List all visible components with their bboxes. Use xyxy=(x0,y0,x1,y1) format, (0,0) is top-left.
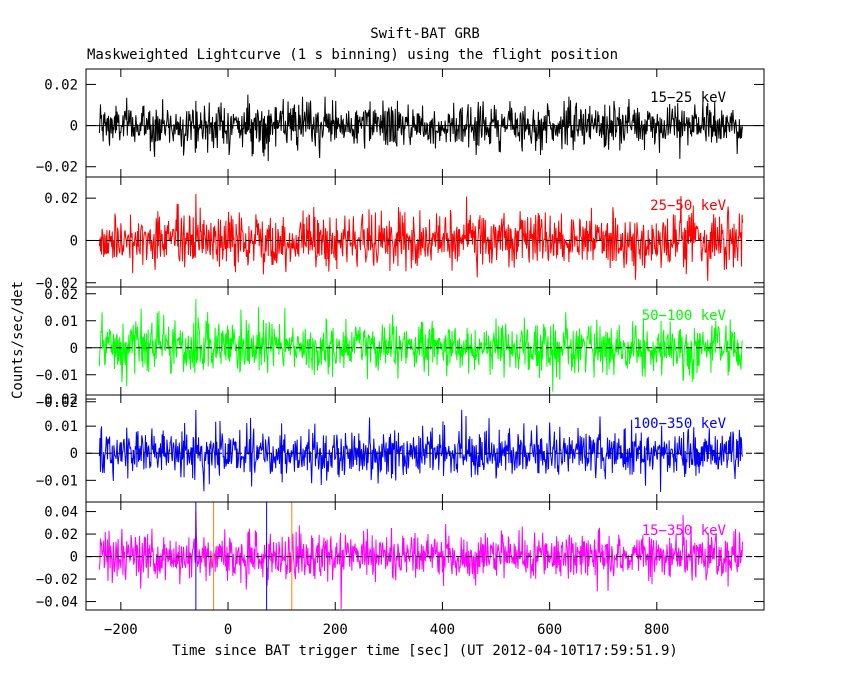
x-tick-label: 400 xyxy=(430,622,455,638)
band-label-1: 15−25 keV xyxy=(650,90,726,106)
band-label-2: 25−50 keV xyxy=(650,198,726,214)
x-tick-label: 600 xyxy=(537,622,562,638)
panel-frame-5 xyxy=(85,501,765,611)
y-tick-label: 0.02 xyxy=(44,191,78,207)
series-line-1 xyxy=(98,94,744,162)
x-tick-label: 0 xyxy=(224,622,232,638)
y-tick-label: 0 xyxy=(70,233,78,249)
series-line-4 xyxy=(98,409,744,492)
y-tick-label: −0.02 xyxy=(36,160,78,176)
series-line-5 xyxy=(98,511,744,609)
x-tick-label: 200 xyxy=(323,622,348,638)
y-tick-label: 0 xyxy=(70,550,78,566)
x-tick-label: 800 xyxy=(644,622,669,638)
y-tick-label: 0 xyxy=(70,119,78,135)
y-tick-label: −0.02 xyxy=(36,395,78,411)
y-tick-label: −0.02 xyxy=(36,572,78,588)
y-tick-label: 0.02 xyxy=(44,287,78,303)
band-label-3: 50−100 keV xyxy=(642,308,727,324)
panel-5: 0.04 0.02 0 −0.02 −0.04 15−350 keV xyxy=(36,501,765,611)
band-label-5: 15−350 keV xyxy=(642,523,727,539)
band-label-4: 100−350 keV xyxy=(633,416,726,432)
y-axis-label: Counts/sec/det xyxy=(10,281,26,399)
series-line-3 xyxy=(98,299,744,392)
y-tick-label: 0.04 xyxy=(44,505,78,521)
y-tick-label: 0.01 xyxy=(44,419,78,435)
chart-title: Swift-BAT GRB xyxy=(370,26,480,42)
y-tick-label: −0.01 xyxy=(36,368,78,384)
panel-3: 0.02 0.01 0 −0.01 −0.02 50−100 keV xyxy=(36,286,765,411)
y-tick-label: 0.02 xyxy=(44,527,78,543)
x-tick-label: −200 xyxy=(104,622,138,638)
y-tick-label: 0 xyxy=(70,446,78,462)
y-tick-label: 0.02 xyxy=(44,392,78,408)
y-tick-label: −0.01 xyxy=(36,473,78,489)
y-tick-label: −0.02 xyxy=(36,276,78,292)
chart-subtitle: Maskweighted Lightcurve (1 s binning) us… xyxy=(87,47,618,63)
y-tick-label: 0.01 xyxy=(44,314,78,330)
x-axis-label: Time since BAT trigger time [sec] (UT 20… xyxy=(172,643,678,659)
y-tick-label: 0 xyxy=(70,341,78,357)
panels-group: 0.02 0 −0.02 15−25 keV 0.02 0 −0.02 25−50 keV 0.… xyxy=(36,68,765,638)
y-tick-label: 0.02 xyxy=(44,77,78,93)
y-tick-label: −0.04 xyxy=(36,595,78,611)
panel-4: 0.02 0.01 0 −0.01 100−350 keV xyxy=(36,392,765,503)
series-line-2 xyxy=(98,193,744,281)
